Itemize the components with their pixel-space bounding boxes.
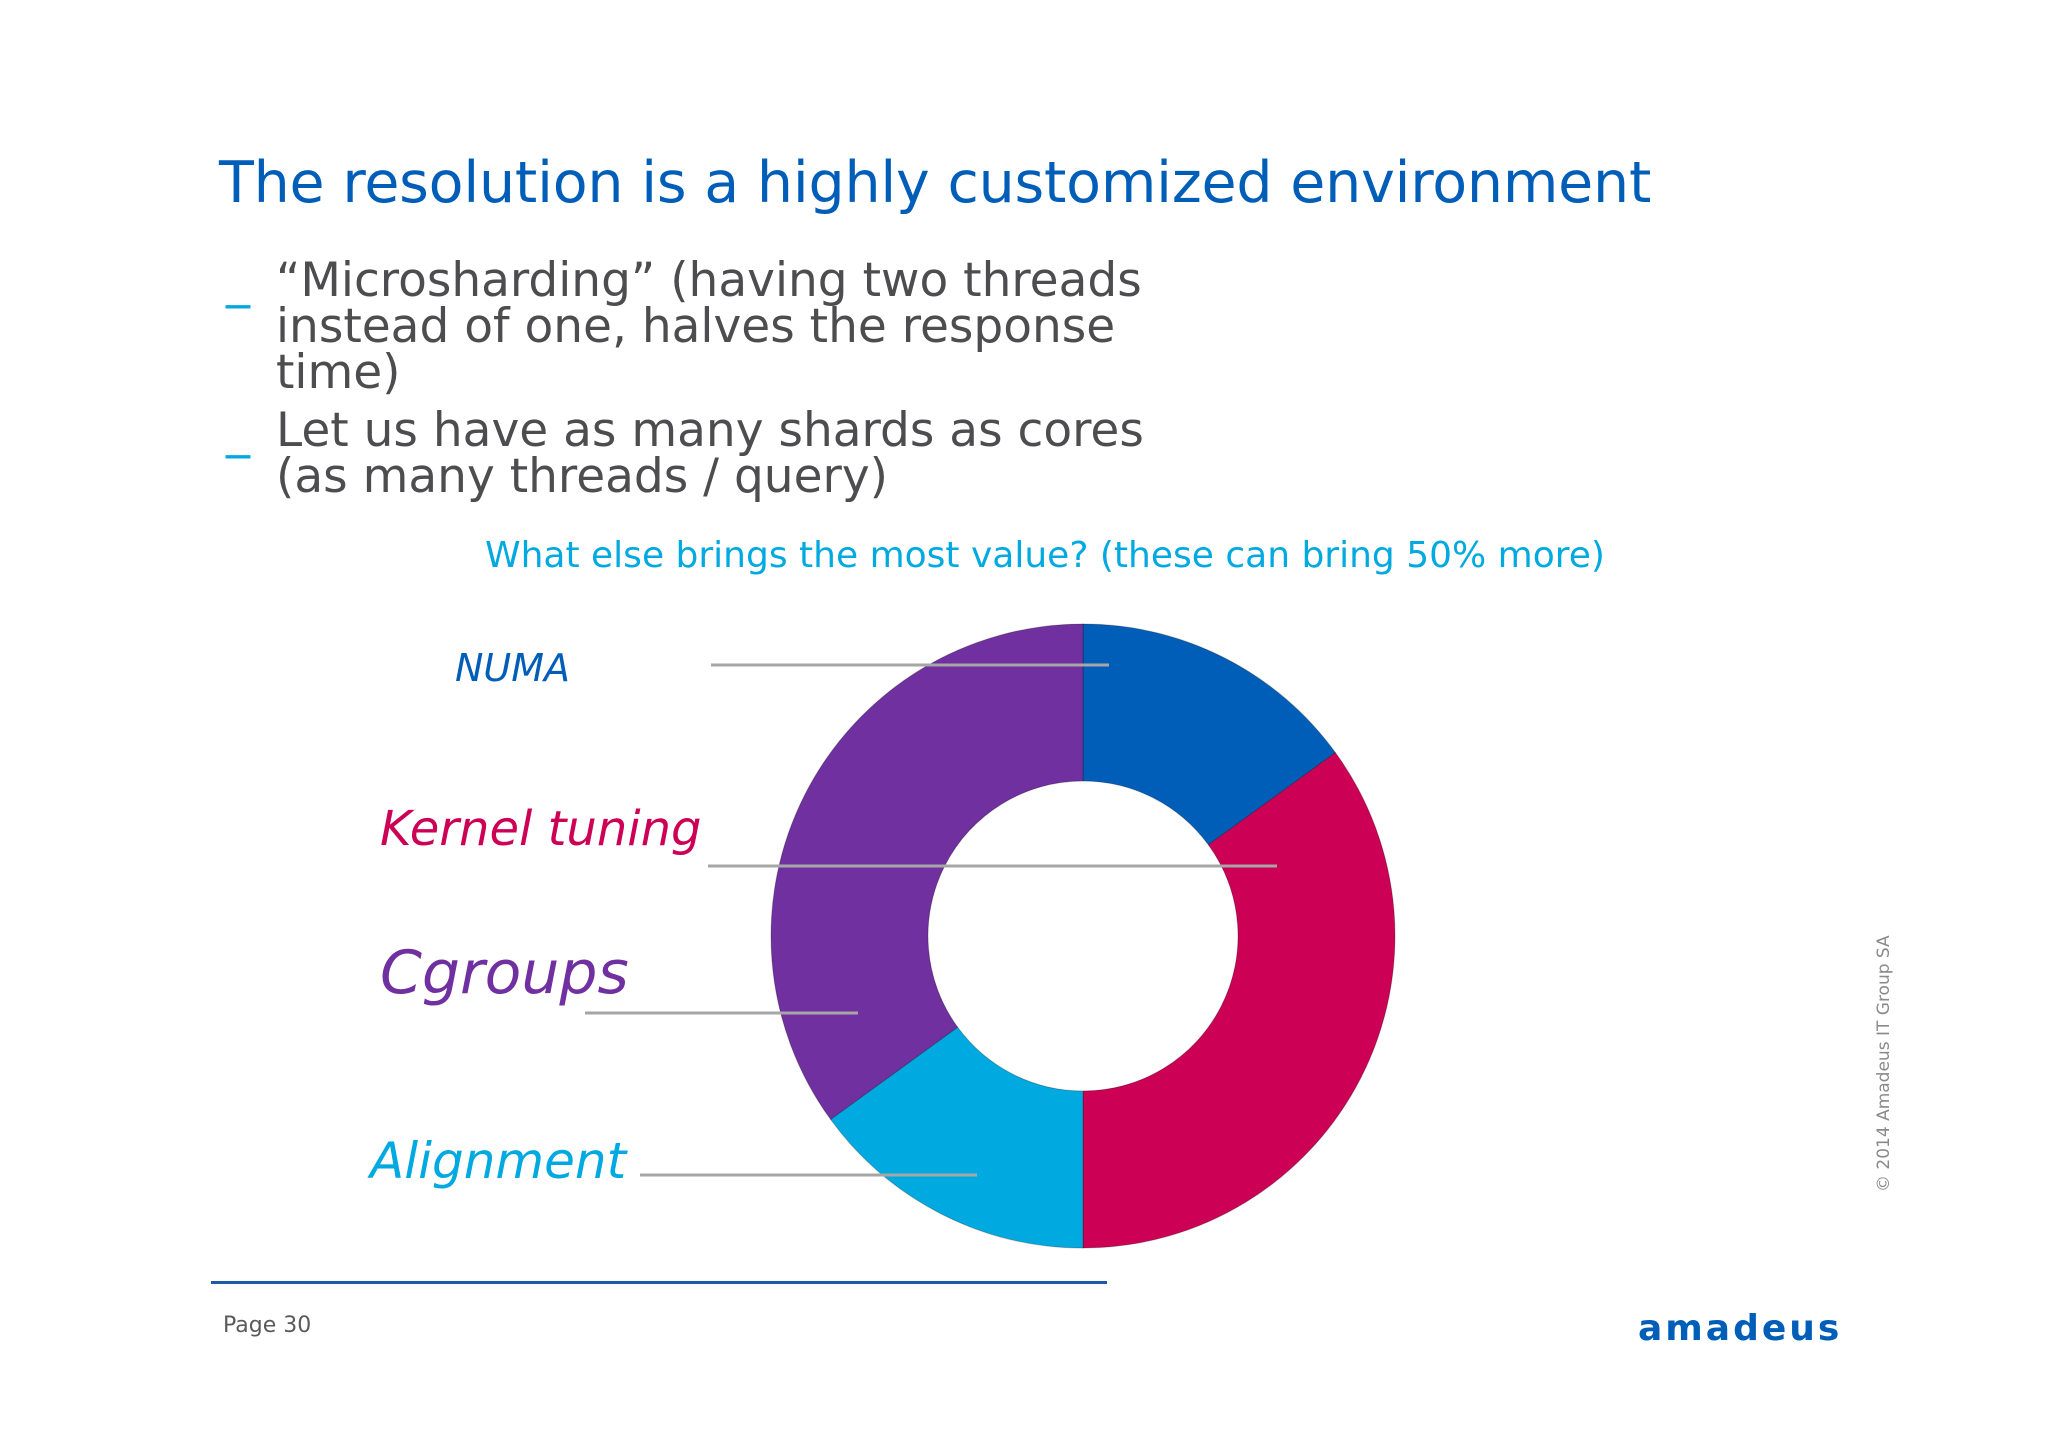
slice-label-numa: NUMA (455, 646, 570, 690)
bullet-marker: _ (226, 253, 250, 309)
slice-label-kernel-tuning: Kernel tuning (380, 801, 701, 857)
slide-title: The resolution is a highly customized en… (219, 150, 1652, 216)
amadeus-logo: amadeus (1638, 1308, 1843, 1349)
bullet-text: “Microsharding” (having two threads inst… (276, 253, 1142, 400)
bullet-item: _ Let us have as many shards as cores (a… (226, 403, 1166, 504)
bullet-list: _ “Microsharding” (having two threads in… (226, 253, 1166, 512)
bullet-text: Let us have as many shards as cores (as … (276, 403, 1144, 504)
donut-slice-alignment (829, 1026, 1084, 1249)
bullet-marker: _ (226, 403, 250, 459)
footer-divider (211, 1281, 1107, 1284)
chart-subtitle: What else brings the most value? (these … (485, 535, 1605, 576)
copyright-notice: © 2014 Amadeus IT Group SA (1874, 935, 1894, 1192)
donut-slice-kernel-tuning (1082, 751, 1396, 1249)
donut-slice-cgroups (770, 623, 1084, 1121)
slice-label-cgroups: Cgroups (380, 938, 629, 1008)
donut-slice-numa (1082, 623, 1337, 846)
slice-label-alignment: Alignment (367, 1132, 629, 1190)
page-number: Page 30 (223, 1313, 312, 1338)
bullet-item: _ “Microsharding” (having two threads in… (226, 253, 1166, 400)
